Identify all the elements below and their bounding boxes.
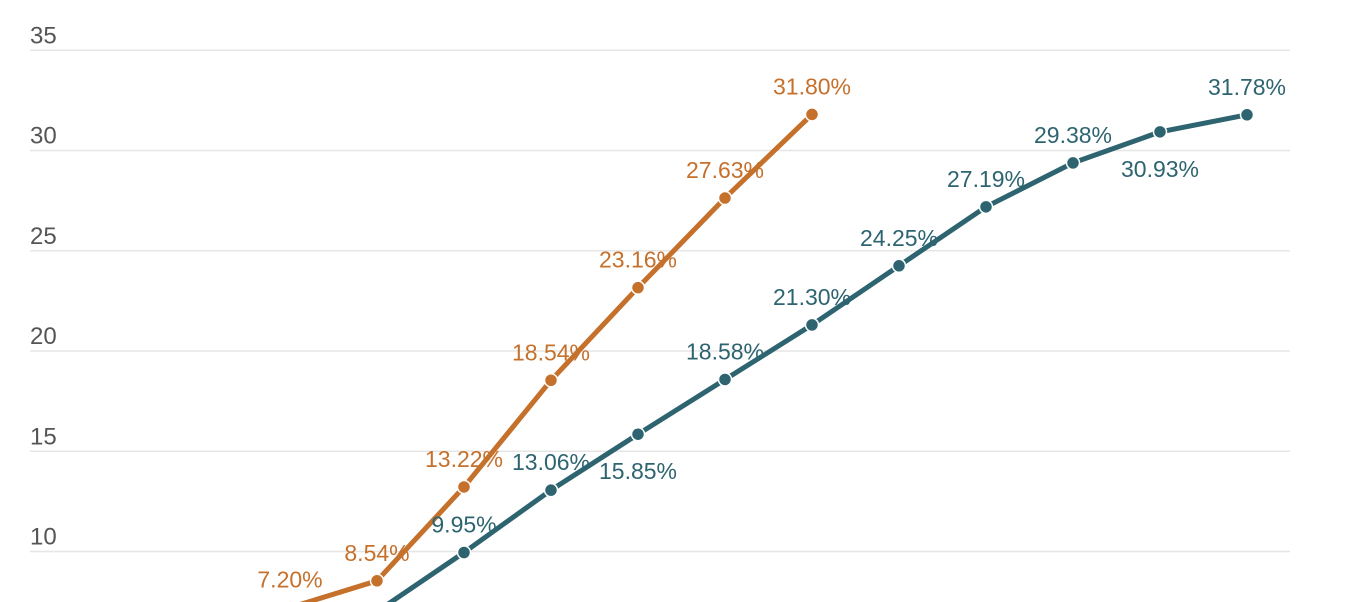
data-label: 8.54% bbox=[344, 540, 409, 566]
data-point bbox=[1152, 124, 1168, 140]
y-axis-tick-labels: 10 15 20 25 30 35 bbox=[30, 22, 57, 550]
data-point bbox=[804, 317, 820, 333]
data-label: 30.93% bbox=[1121, 156, 1199, 182]
data-point bbox=[543, 482, 559, 498]
data-point bbox=[456, 545, 472, 560]
grid-lines bbox=[30, 49, 1290, 553]
data-point bbox=[630, 280, 646, 295]
data-label: 9.95% bbox=[431, 512, 496, 538]
data-labels: 7.20% 8.54% 13.22% 18.54% 23.16% 27.63% 31.80%… bbox=[257, 73, 1286, 592]
data-label: 21.30% bbox=[773, 284, 851, 310]
y-tick-label: 20 bbox=[30, 323, 57, 350]
data-label: 18.54% bbox=[512, 339, 590, 365]
y-tick-label: 30 bbox=[30, 123, 57, 150]
data-point bbox=[717, 190, 733, 206]
series-points bbox=[285, 107, 1255, 602]
data-label: 24.25% bbox=[860, 225, 938, 251]
data-point bbox=[543, 373, 559, 388]
data-label: 18.58% bbox=[686, 338, 764, 364]
series-line-2 bbox=[386, 112, 1250, 602]
data-label: 27.63% bbox=[686, 157, 764, 183]
data-point bbox=[978, 199, 994, 215]
data-label: 29.38% bbox=[1034, 122, 1112, 148]
data-label: 13.22% bbox=[425, 446, 503, 472]
y-tick-label: 15 bbox=[30, 423, 57, 450]
data-point bbox=[1239, 107, 1255, 123]
data-label: 7.20% bbox=[257, 567, 322, 593]
data-point bbox=[369, 573, 385, 589]
data-point bbox=[717, 372, 733, 387]
data-label: 31.80% bbox=[773, 73, 851, 99]
data-label: 27.19% bbox=[947, 166, 1025, 192]
y-tick-label: 25 bbox=[30, 223, 57, 250]
y-tick-label: 35 bbox=[30, 22, 57, 49]
data-point bbox=[456, 479, 472, 495]
y-tick-label: 10 bbox=[30, 524, 57, 551]
data-point bbox=[630, 426, 646, 442]
data-point bbox=[891, 258, 907, 274]
data-point bbox=[1065, 155, 1081, 171]
data-point bbox=[804, 107, 820, 122]
data-label: 13.06% bbox=[512, 449, 590, 475]
data-label: 15.85% bbox=[599, 458, 677, 484]
data-label: 31.78% bbox=[1208, 74, 1286, 100]
data-label: 23.16% bbox=[599, 247, 677, 273]
